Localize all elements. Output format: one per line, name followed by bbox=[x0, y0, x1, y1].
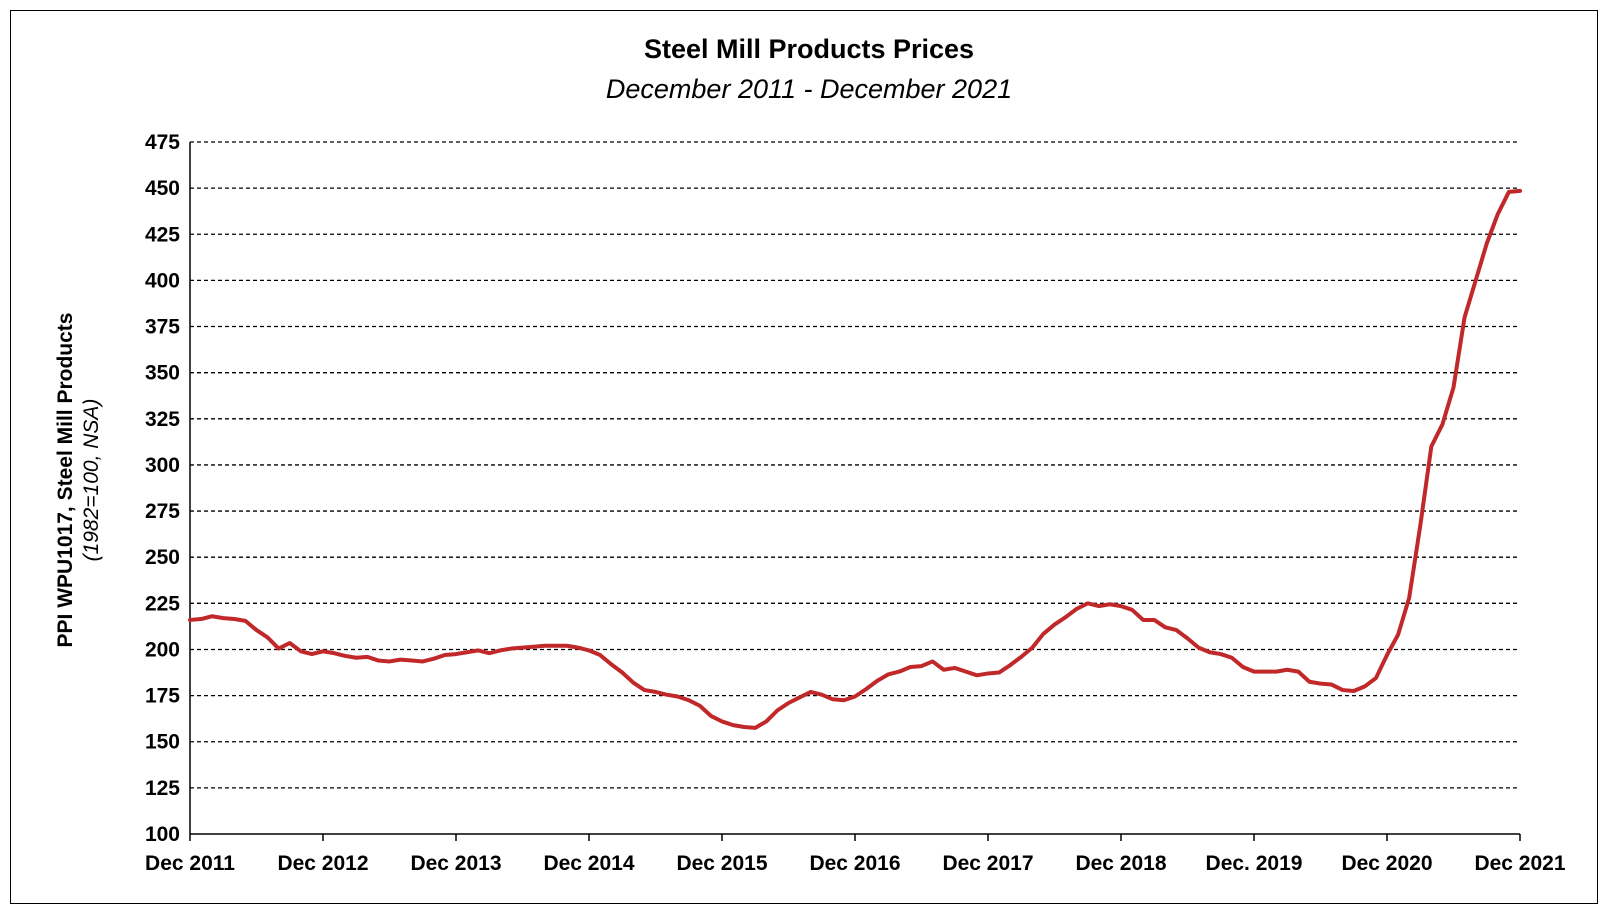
x-tick-label: Dec 2012 bbox=[277, 852, 368, 875]
x-tick-label: Dec 2021 bbox=[1474, 852, 1565, 875]
chart-frame bbox=[10, 10, 1598, 904]
x-tick-label: Dec 2015 bbox=[676, 852, 767, 875]
series-line bbox=[188, 188, 1522, 730]
y-tick-label: 475 bbox=[145, 131, 180, 154]
axes bbox=[189, 142, 1521, 841]
y-tick-label: 325 bbox=[145, 408, 180, 431]
x-tick-label: Dec 2018 bbox=[1075, 852, 1166, 875]
x-tick-label: Dec 2020 bbox=[1341, 852, 1432, 875]
y-axis-ticks: 100 125 150 175 200 225 250 275 300 325 350 375 400 4… bbox=[145, 131, 180, 846]
y-tick-label: 225 bbox=[145, 592, 180, 615]
y-tick-label: 125 bbox=[145, 777, 180, 800]
chart-title: Steel Mill Products Prices bbox=[644, 34, 974, 64]
y-tick-label: 250 bbox=[145, 546, 180, 569]
y-tick-label: 150 bbox=[145, 731, 180, 754]
x-tick-label: Dec 2013 bbox=[410, 852, 501, 875]
x-tick-label: Dec. 2019 bbox=[1206, 852, 1303, 875]
y-tick-label: 100 bbox=[145, 823, 180, 846]
series-group bbox=[188, 188, 1522, 730]
chart-subtitle: December 2011 - December 2021 bbox=[606, 74, 1012, 104]
x-tick-label: Dec 2016 bbox=[809, 852, 900, 875]
y-tick-label: 425 bbox=[145, 223, 180, 246]
y-axis-label: PPI WPU1017, Steel Mill Products bbox=[54, 313, 77, 648]
y-tick-label: 400 bbox=[145, 269, 180, 292]
y-tick-label: 175 bbox=[145, 685, 180, 708]
y-axis-label-note: (1982=100, NSA) bbox=[80, 399, 103, 562]
gridlines bbox=[190, 141, 1520, 789]
y-tick-label: 200 bbox=[145, 638, 180, 661]
y-tick-label: 350 bbox=[145, 362, 180, 385]
y-tick-label: 275 bbox=[145, 500, 180, 523]
x-axis-ticks: Dec 2011 Dec 2012 Dec 2013 Dec 2014 Dec 2015… bbox=[145, 852, 1566, 875]
y-tick-label: 450 bbox=[145, 177, 180, 200]
x-tick-label: Dec 2011 bbox=[145, 852, 235, 875]
y-tick-label: 375 bbox=[145, 316, 180, 339]
x-tick-label: Dec 2014 bbox=[543, 852, 634, 875]
x-tick-label: Dec 2017 bbox=[942, 852, 1033, 875]
y-tick-label: 300 bbox=[145, 454, 180, 477]
